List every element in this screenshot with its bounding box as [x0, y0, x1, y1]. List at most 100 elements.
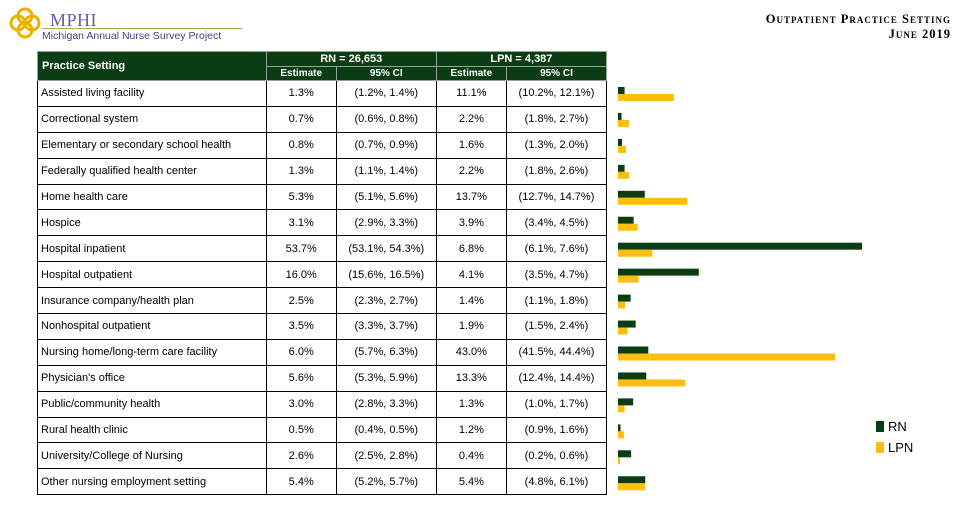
- bar-lpn: [618, 119, 630, 127]
- bar-lpn: [618, 327, 628, 335]
- bar-rn: [618, 398, 634, 406]
- bar-lpn: [618, 94, 675, 101]
- lpn-ci-cell: (41.5%, 44.4%): [505, 338, 608, 366]
- practice-setting-header: Practice Setting: [37, 51, 267, 81]
- lpn-estimate-cell: 43.0%: [435, 338, 507, 366]
- lpn-ci-cell: (3.4%, 4.5%): [505, 209, 608, 237]
- lpn-estimate-cell: 5.4%: [435, 468, 507, 496]
- rn-ci-cell: (15.6%, 16.5%): [335, 261, 437, 289]
- lpn-estimate-cell: 6.8%: [435, 235, 507, 263]
- rn-ci-cell: (2.3%, 2.7%): [335, 287, 437, 315]
- row-setting-name: Rural health clinic: [37, 416, 267, 444]
- bar-chart: [618, 87, 862, 491]
- lpn-ci-cell: (1.3%, 2.0%): [505, 131, 608, 159]
- logo-name: MPHI: [50, 10, 98, 30]
- lpn-estimate-cell: 4.1%: [435, 261, 507, 289]
- rn-estimate-cell: 1.3%: [265, 157, 337, 185]
- lpn-ci-cell: (6.1%, 7.6%): [505, 235, 608, 263]
- rn-ci-cell: (2.9%, 3.3%): [335, 209, 437, 237]
- legend-label-rn: RN: [888, 419, 907, 434]
- rn-estimate-cell: 3.0%: [265, 390, 337, 418]
- rn-estimate-cell: 0.5%: [265, 416, 337, 444]
- rn-estimate-cell: 16.0%: [265, 261, 337, 289]
- table-row: Home health care 5.3% (5.1%, 5.6%) 13.7% (12…: [37, 183, 608, 211]
- rn-estimate-cell: 6.0%: [265, 338, 337, 366]
- row-setting-name: Elementary or secondary school health: [37, 131, 267, 159]
- rn-estimate-cell: 53.7%: [265, 235, 337, 263]
- lpn-ci-cell: (3.5%, 4.7%): [505, 261, 608, 289]
- bar-lpn: [618, 249, 653, 257]
- rn-ci-cell: (2.5%, 2.8%): [335, 442, 437, 470]
- lpn-ci-cell: (0.9%, 1.6%): [505, 416, 608, 444]
- lpn-ci-cell: (12.7%, 14.7%): [505, 183, 608, 211]
- bar-lpn: [618, 457, 621, 465]
- lpn-estimate-cell: 13.3%: [435, 364, 507, 392]
- row-setting-name: Insurance company/health plan: [37, 287, 267, 315]
- rn-ci-cell: (53.1%, 54.3%): [335, 235, 437, 263]
- lpn-estimate-cell: 11.1%: [435, 80, 507, 107]
- legend-label-lpn: LPN: [888, 440, 914, 455]
- row-setting-name: University/College of Nursing: [37, 442, 267, 470]
- table-row: Federally qualified health center 1.3% (1.…: [37, 157, 608, 185]
- table-body: Assisted living facility 1.3% (1.2%, 1.4%)…: [37, 80, 608, 496]
- logo-emblem-icon: [9, 7, 41, 39]
- table-row: Hospice 3.1% (2.9%, 3.3%) 3.9% (3.4%, 4.5%): [37, 209, 608, 237]
- lpn-estimate-cell: 1.4%: [435, 287, 507, 315]
- rn-ci-cell: (2.8%, 3.3%): [335, 390, 437, 418]
- row-setting-name: Assisted living facility: [37, 80, 267, 107]
- table-row: Nursing home/long-term care facility 6.0%…: [37, 338, 608, 366]
- table-row: Hospital outpatient 16.0% (15.6%, 16.5%) 4.…: [37, 261, 608, 289]
- bar-rn: [618, 190, 645, 198]
- row-setting-name: Correctional system: [37, 105, 267, 133]
- table-row: Public/community health 3.0% (2.8%, 3.3%) 1…: [37, 390, 608, 418]
- table-row: Physician's office 5.6% (5.3%, 5.9%) 13.3%(…: [37, 364, 608, 392]
- rn-estimate-cell: 3.1%: [265, 209, 337, 237]
- bar-rn: [618, 242, 862, 250]
- bar-rn: [618, 372, 647, 380]
- rn-estimate-cell: 0.8%: [265, 131, 337, 159]
- bar-lpn: [618, 483, 646, 491]
- lpn-ci-cell: (1.5%, 2.4%): [505, 313, 608, 340]
- row-setting-name: Home health care: [37, 183, 267, 211]
- bar-lpn: [618, 405, 625, 413]
- rn-estimate-cell: 1.3%: [265, 80, 337, 107]
- table-row: Hospital inpatient 53.7% (53.1%, 54.3%) 6.8…: [37, 235, 608, 263]
- rn-estimate-cell: 5.4%: [265, 468, 337, 496]
- rn-estimate-cell: 2.5%: [265, 287, 337, 315]
- row-setting-name: Hospice: [37, 209, 267, 237]
- legend-item-lpn: LPN: [876, 437, 913, 458]
- lpn-ci-cell: (1.0%, 1.7%): [505, 390, 608, 418]
- rn-estimate-cell: 5.3%: [265, 183, 337, 211]
- rn-estimate-cell: 5.6%: [265, 364, 337, 392]
- table-row: Correctional system 0.7% (0.6%, 0.8%) 2.2%(…: [37, 105, 608, 133]
- row-setting-name: Nursing home/long-term care facility: [37, 338, 267, 366]
- lpn-estimate-cell: 1.9%: [435, 313, 507, 340]
- row-setting-name: Hospital outpatient: [37, 261, 267, 289]
- rn-ci-cell: (5.7%, 6.3%): [335, 338, 437, 366]
- rn-ci-cell: (0.4%, 0.5%): [335, 416, 437, 444]
- row-setting-name: Public/community health: [37, 390, 267, 418]
- bar-lpn: [618, 379, 686, 387]
- logo-subtitle: Michigan Annual Nurse Survey Project: [42, 30, 222, 42]
- bar-rn: [618, 87, 625, 94]
- row-setting-name: Nonhospital outpatient: [37, 313, 267, 340]
- lpn-estimate-cell: 13.7%: [435, 183, 507, 211]
- chart-legend: RN LPN: [876, 416, 913, 458]
- table-row: Insurance company/health plan 2.5% (2.3%, …: [37, 287, 608, 315]
- lpn-ci-cell: (1.8%, 2.7%): [505, 105, 608, 133]
- lpn-ci-cell: (10.2%, 12.1%): [505, 80, 608, 107]
- lpn-ci-cell: (0.2%, 0.6%): [505, 442, 608, 470]
- bar-rn: [618, 216, 634, 224]
- row-setting-name: Federally qualified health center: [37, 157, 267, 185]
- practice-setting-table: Practice Setting RN = 26,653 LPN = 4,387…: [37, 51, 608, 496]
- rn-estimate-cell: 3.5%: [265, 313, 337, 340]
- bar-rn: [618, 268, 699, 276]
- legend-swatch-lpn: [876, 442, 884, 453]
- rn-group-header: RN = 26,653: [265, 51, 437, 67]
- lpn-estimate-cell: 1.2%: [435, 416, 507, 444]
- bar-rn: [618, 476, 646, 484]
- bar-rn: [618, 346, 649, 354]
- lpn-ci-cell: (4.8%, 6.1%): [505, 468, 608, 496]
- rn-estimate-cell: 2.6%: [265, 442, 337, 470]
- mphi-logo: MPHI Michigan Annual Nurse Survey Projec…: [8, 6, 248, 46]
